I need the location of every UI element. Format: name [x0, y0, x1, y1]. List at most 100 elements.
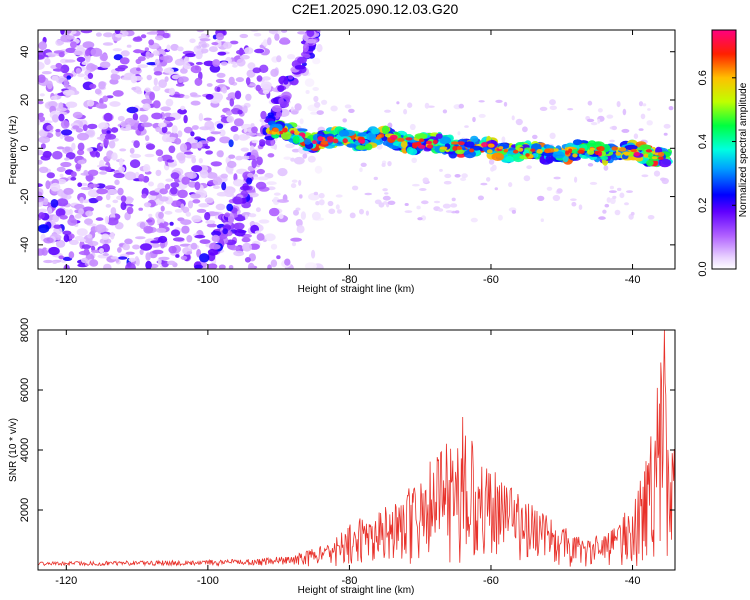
spectral-blob-405: [240, 147, 249, 152]
spectral-blob-231: [206, 136, 216, 142]
spectral-blob-993: [139, 222, 146, 229]
colorbar-ticks: 0.0 0.2 0.4 0.6: [697, 70, 736, 277]
spectral-blob-759: [180, 203, 185, 211]
spectral-blob-2103: [355, 145, 367, 151]
spectral-blob-1206: [647, 108, 651, 111]
spectral-blob-673: [249, 83, 256, 87]
spectral-blob-1488: [232, 196, 243, 205]
spectral-blob-1212: [464, 125, 469, 128]
spectral-blob-292: [88, 197, 99, 204]
spectral-blob-999: [58, 102, 64, 109]
spectral-blob-1122: [102, 253, 110, 256]
spectrogram-x-tick-label-2: -80: [341, 274, 357, 286]
spectral-blob-1293: [433, 200, 441, 204]
spectral-blob-1345: [587, 100, 593, 106]
colorbar-gradient: [711, 29, 737, 270]
spectral-blob-1139: [587, 163, 594, 167]
spectral-blob-991: [249, 221, 255, 226]
spectral-blob-222: [82, 41, 95, 49]
spectral-blob-2204: [452, 145, 458, 151]
spectral-blob-1123: [148, 181, 154, 187]
spectral-blob-1056: [160, 106, 171, 112]
spectral-blob-613: [155, 35, 164, 41]
snr-y-tick-label-1: 4000: [19, 438, 31, 462]
spectral-blob-1078: [98, 81, 106, 90]
spectral-blob-2274: [597, 152, 603, 157]
spectral-blob-2210: [651, 156, 658, 160]
spectral-blob-2278: [419, 138, 425, 142]
spectral-blob-382: [311, 249, 316, 259]
spectral-blob-1005: [277, 199, 289, 203]
spectral-blob-1082: [110, 207, 117, 216]
spectral-blob-1269: [412, 183, 420, 187]
spectral-blob-425: [65, 47, 77, 53]
spectral-blob-567: [262, 83, 272, 93]
spectral-blob-880: [117, 247, 122, 253]
snr-series-line: [38, 330, 675, 567]
spectral-blob-719: [133, 49, 142, 54]
spectral-blob-494: [311, 211, 321, 221]
spectral-blob-1162: [597, 108, 603, 113]
spectral-blob-476: [247, 62, 256, 70]
spectral-blob-645: [252, 67, 262, 74]
spectral-blob-430: [125, 251, 135, 255]
snr-background: [38, 330, 675, 570]
spectral-blob-1086: [212, 59, 221, 67]
spectral-blob-402: [245, 93, 252, 101]
snr-x-tick-label-1: -100: [197, 575, 219, 587]
spectral-blob-1029: [56, 166, 66, 173]
spectral-blob-2284: [481, 142, 488, 148]
spectral-blob-1343: [660, 177, 666, 182]
spectral-blob-107: [206, 223, 217, 228]
spectral-blob-2198: [317, 136, 324, 142]
spectral-blob-274: [300, 211, 306, 220]
spectral-blob-1298: [421, 200, 429, 205]
spectral-blob-584: [257, 176, 269, 181]
spectral-blob-1032: [268, 30, 278, 34]
spectral-blob-1493: [211, 244, 221, 250]
spectral-blob-507: [227, 189, 235, 195]
spectral-blob-856: [140, 243, 152, 251]
spectral-blob-2126: [573, 139, 582, 146]
spectral-blob-810: [51, 114, 59, 123]
spectral-blob-909: [55, 208, 66, 217]
spectral-blob-964: [225, 110, 233, 116]
spectral-blob-321: [233, 250, 245, 257]
spectral-blob-865: [216, 191, 228, 197]
spectral-blob-410: [162, 32, 170, 39]
spectral-blob-1323: [647, 215, 655, 220]
spectral-blob-468: [313, 95, 319, 103]
spectral-blob-931: [305, 90, 310, 94]
spectrogram-x-label: Height of straight line (km): [298, 284, 415, 295]
spectral-blob-1353: [494, 187, 498, 191]
spectral-blob-682: [126, 206, 134, 215]
spectral-blob-827: [241, 237, 251, 243]
spectral-blob-907: [74, 203, 85, 210]
spectral-blob-1484: [207, 248, 219, 256]
spectrogram-x-tick-label-1: -100: [197, 274, 219, 286]
spectral-blob-1299: [243, 128, 248, 133]
spectrogram-x-tick-label-4: -40: [625, 274, 641, 286]
spectral-blob-490: [113, 172, 125, 179]
spectral-blob-1243: [574, 176, 578, 183]
spectral-blob-947: [58, 113, 65, 122]
spectral-blob-808: [77, 73, 86, 78]
spectral-blob-1463: [211, 234, 220, 242]
spectral-blob-1310: [314, 101, 321, 108]
spectral-blob-197: [138, 207, 143, 211]
spectral-blob-2244: [530, 148, 536, 152]
spectral-blob-225: [291, 179, 298, 183]
snr-y-ticks: 2000 4000 6000 8000: [19, 318, 675, 522]
spectral-blob-350: [38, 74, 46, 83]
spectral-blob-565: [155, 149, 164, 157]
spectral-blob-1161: [328, 208, 336, 215]
spectral-blob-448: [247, 262, 255, 269]
spectral-blob-2189: [292, 135, 300, 144]
spectral-blob-1098: [119, 148, 127, 152]
spectral-blob-712: [95, 32, 102, 37]
spectral-blob-1289: [556, 188, 563, 194]
spectral-blob-1222: [470, 217, 478, 223]
spectral-blob-871: [158, 122, 167, 128]
spectral-blob-343: [216, 123, 224, 129]
spectral-blob-2240: [290, 130, 295, 134]
